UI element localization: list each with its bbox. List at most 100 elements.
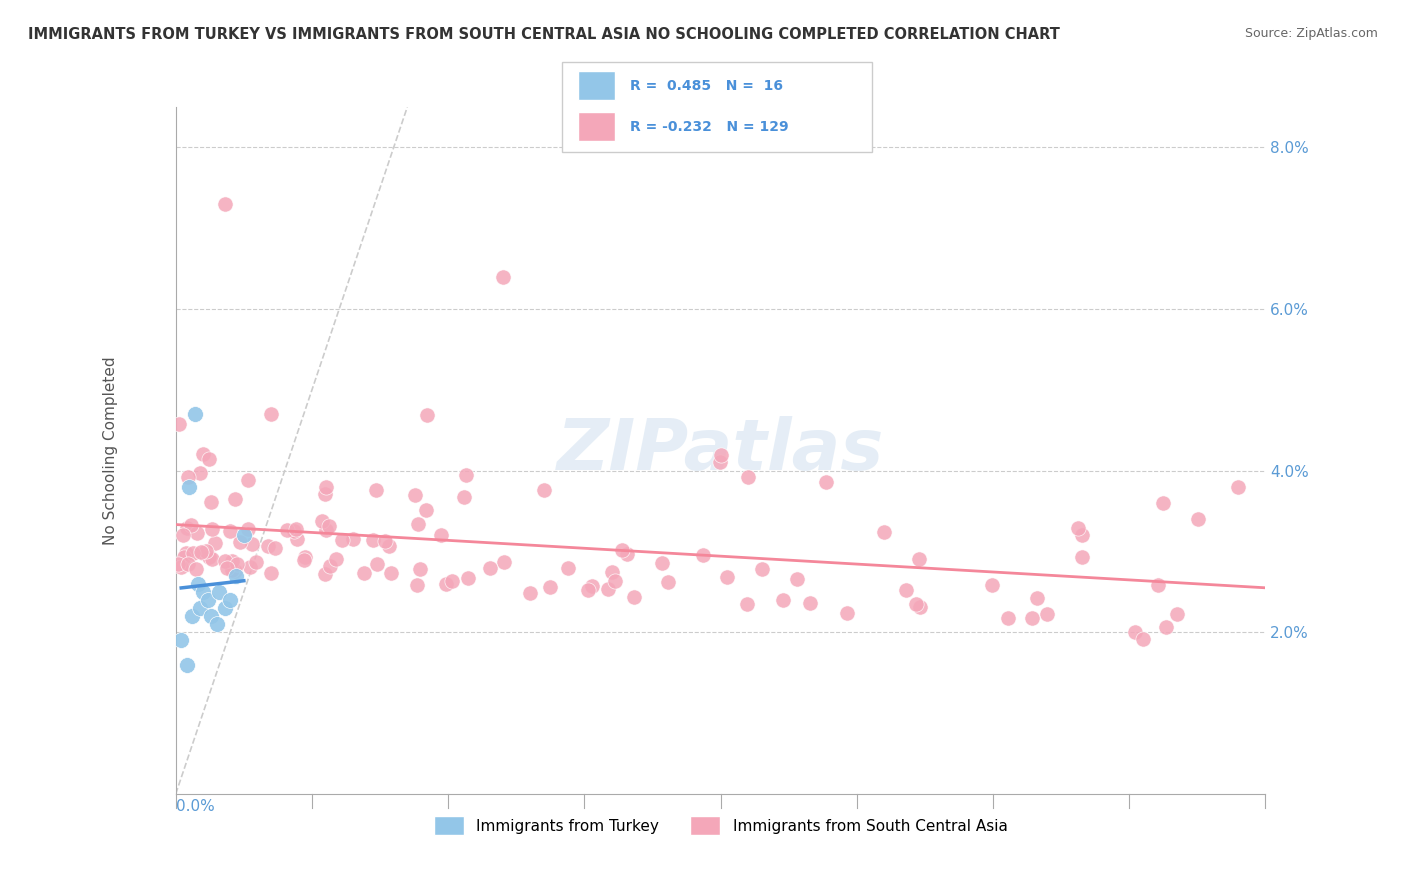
Point — [416, 408, 439, 422]
Point — [219, 593, 242, 607]
Point — [167, 558, 190, 572]
Point — [193, 546, 215, 560]
Point — [623, 590, 645, 604]
Point — [188, 466, 211, 480]
Point — [184, 407, 207, 421]
Point — [229, 535, 252, 549]
Point — [404, 488, 426, 502]
Point — [1067, 521, 1090, 535]
Point — [167, 417, 190, 431]
Point — [201, 552, 224, 566]
Point — [214, 554, 236, 568]
Point — [366, 483, 388, 497]
Point — [380, 566, 402, 581]
Point — [236, 473, 259, 487]
Text: No Schooling Completed: No Schooling Completed — [103, 356, 118, 545]
Point — [576, 583, 599, 598]
Point — [519, 586, 541, 600]
Point — [311, 514, 333, 528]
Point — [342, 532, 364, 546]
Point — [176, 521, 198, 535]
Point — [191, 585, 214, 599]
Point — [492, 269, 515, 284]
Point — [180, 518, 202, 533]
Point — [285, 532, 308, 546]
Point — [772, 593, 794, 607]
Point — [581, 579, 603, 593]
Point — [440, 574, 463, 588]
Point — [259, 566, 281, 580]
Point — [692, 548, 714, 562]
Point — [184, 562, 207, 576]
Point — [557, 560, 579, 574]
Point — [177, 558, 200, 572]
Point — [200, 494, 222, 508]
Point — [314, 487, 336, 501]
Point — [406, 517, 429, 532]
Point — [434, 577, 457, 591]
Point — [1021, 611, 1043, 625]
Legend: Immigrants from Turkey, Immigrants from South Central Asia: Immigrants from Turkey, Immigrants from … — [427, 810, 1014, 841]
Point — [193, 447, 215, 461]
Point — [225, 558, 247, 572]
Point — [232, 528, 254, 542]
Point — [751, 562, 773, 576]
Point — [179, 480, 201, 494]
Point — [173, 550, 195, 565]
Point — [454, 468, 477, 483]
Text: IMMIGRANTS FROM TURKEY VS IMMIGRANTS FROM SOUTH CENTRAL ASIA NO SCHOOLING COMPLE: IMMIGRANTS FROM TURKEY VS IMMIGRANTS FRO… — [28, 27, 1060, 42]
Point — [605, 574, 627, 588]
Point — [260, 407, 283, 421]
Text: Source: ZipAtlas.com: Source: ZipAtlas.com — [1244, 27, 1378, 40]
Point — [319, 558, 342, 573]
Point — [907, 551, 929, 566]
Point — [238, 522, 260, 536]
Point — [315, 480, 337, 494]
Point — [224, 564, 246, 578]
Point — [1152, 496, 1174, 510]
Point — [737, 470, 759, 484]
Point — [190, 545, 212, 559]
Point — [378, 539, 401, 553]
Point — [181, 609, 204, 624]
FancyBboxPatch shape — [578, 112, 614, 141]
Point — [657, 575, 679, 590]
Point — [205, 617, 228, 632]
Point — [284, 522, 307, 536]
Point — [366, 558, 388, 572]
Point — [239, 559, 262, 574]
Point — [197, 593, 219, 607]
Point — [200, 609, 222, 624]
Point — [315, 523, 337, 537]
Point — [735, 597, 758, 611]
Text: R = -0.232   N = 129: R = -0.232 N = 129 — [630, 120, 789, 134]
Point — [201, 522, 224, 536]
Point — [224, 492, 246, 507]
Point — [170, 633, 193, 648]
Point — [176, 657, 198, 672]
Point — [204, 535, 226, 549]
Point — [1132, 632, 1154, 646]
Point — [170, 560, 193, 574]
Point — [908, 599, 931, 614]
Point — [710, 448, 733, 462]
Point — [616, 547, 638, 561]
Point — [1123, 624, 1146, 639]
Point — [873, 524, 896, 539]
Point — [218, 524, 240, 538]
Point — [598, 582, 620, 597]
Point — [245, 555, 267, 569]
Point — [786, 572, 808, 586]
Point — [651, 556, 673, 570]
Point — [799, 596, 821, 610]
Point — [276, 523, 298, 537]
Point — [208, 585, 231, 599]
Point — [533, 483, 555, 498]
Point — [314, 566, 336, 581]
Point — [198, 451, 221, 466]
Point — [197, 549, 219, 563]
Point — [1070, 550, 1092, 565]
Point — [1147, 578, 1170, 592]
FancyBboxPatch shape — [578, 71, 614, 100]
Point — [242, 537, 264, 551]
